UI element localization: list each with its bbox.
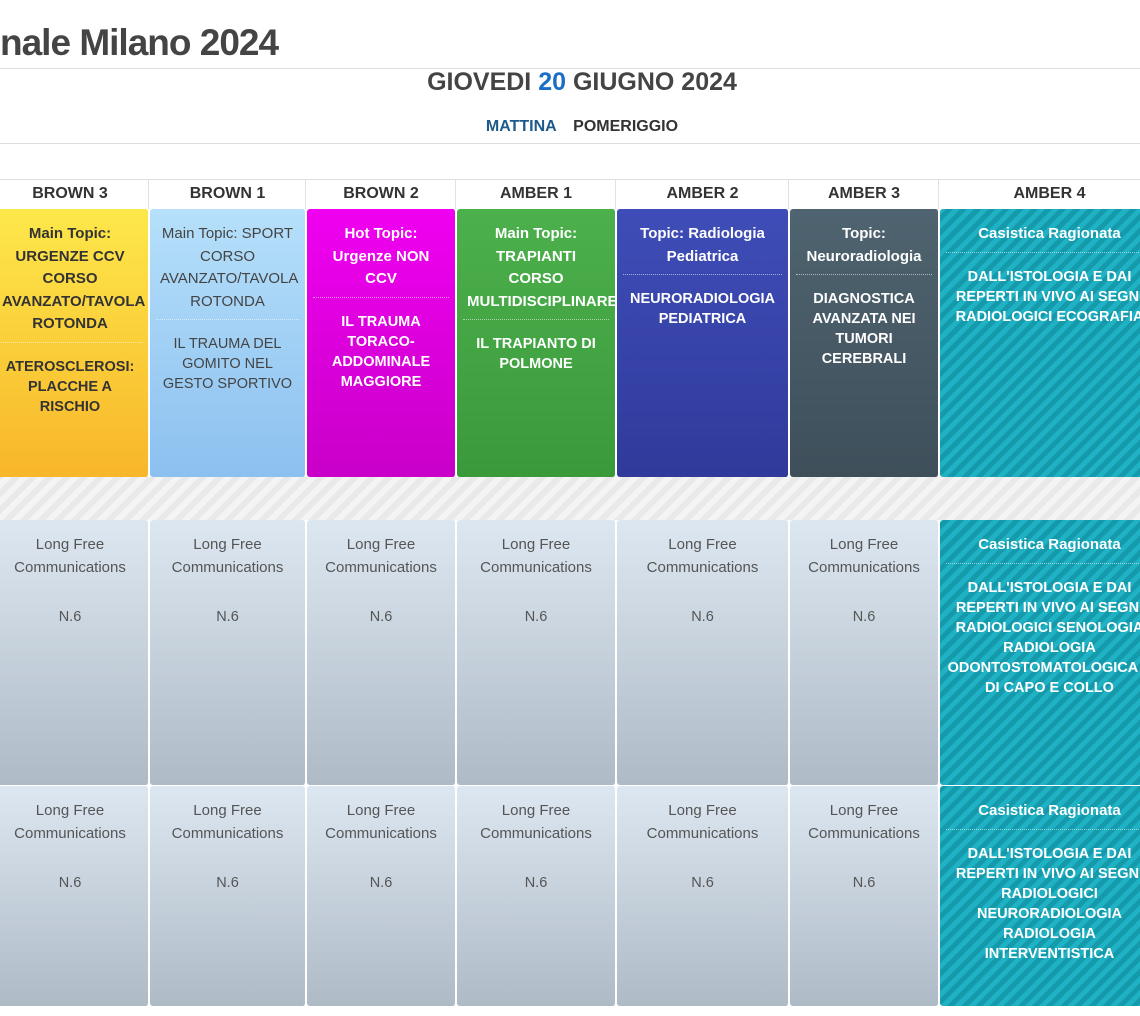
- break-row: [0, 477, 1140, 520]
- session-topic: Long Free Communications: [14, 802, 126, 842]
- room-header: BROWN 3: [0, 180, 149, 209]
- session-topic: Long Free Communications: [480, 802, 592, 842]
- session-topic: Long Free Communications: [171, 536, 284, 576]
- session-cell[interactable]: Long Free Communications N.6: [307, 786, 456, 1006]
- tabs: MATTINA POMERIGGIO: [0, 118, 1140, 136]
- session-cell[interactable]: Casistica Ragionata DALL'ISTOLOGIA E DAI …: [940, 520, 1140, 785]
- session-title: N.6: [524, 875, 548, 891]
- page-title: nale Milano 2024: [0, 22, 279, 63]
- session-cell[interactable]: Casistica Ragionata DALL'ISTOLOGIA E DAI …: [940, 786, 1140, 1006]
- session-topic: Main Topic: URGENZE CCV CORSO AVANZATO/T…: [0, 209, 145, 343]
- session-topic: Topic: Neuroradiologia: [796, 209, 932, 275]
- session-title: N.6: [216, 609, 239, 625]
- session-title: N.6: [852, 609, 876, 625]
- session-title: DALL'ISTOLOGIA E DAI REPERTI IN VIVO AI …: [947, 579, 1140, 696]
- session-cell[interactable]: Casistica Ragionata DALL'ISTOLOGIA E DAI …: [940, 209, 1140, 477]
- session-topic: Main Topic: SPORT CORSO AVANZATO/TAVOLA …: [156, 209, 299, 320]
- divider: [0, 68, 1140, 69]
- session-topic: Long Free Communications: [646, 536, 759, 576]
- session-title: N.6: [852, 875, 876, 891]
- session-cell[interactable]: Main Topic: TRAPIANTI CORSO MULTIDISCIPL…: [457, 209, 616, 477]
- session-topic: Casistica Ragionata: [946, 209, 1140, 253]
- room-header: AMBER 1: [457, 180, 616, 209]
- session-title: NEURORADIOLOGIA PEDIATRICA: [630, 291, 775, 327]
- session-cell[interactable]: Long Free Communications N.6: [617, 520, 789, 785]
- session-title: N.6: [58, 875, 82, 891]
- divider: [0, 143, 1140, 144]
- session-cell[interactable]: Topic: Neuroradiologia DIAGNOSTICA AVANZA…: [790, 209, 939, 477]
- session-topic: Long Free Communications: [325, 802, 437, 842]
- session-cell[interactable]: Long Free Communications N.6: [0, 520, 149, 785]
- day-heading: GIOVEDI 20 GIUGNO 2024: [0, 68, 1140, 97]
- session-cell[interactable]: Long Free Communications N.6: [0, 786, 149, 1006]
- tab[interactable]: POMERIGGIO: [573, 118, 679, 135]
- session-cell[interactable]: Long Free Communications N.6: [150, 786, 306, 1006]
- session-cell[interactable]: Topic: Radiologia Pediatrica NEURORADIOLO…: [617, 209, 789, 477]
- room-header: BROWN 1: [150, 180, 306, 209]
- session-topic: Long Free Communications: [808, 536, 920, 576]
- session-title: N.6: [369, 609, 393, 625]
- session-title: N.6: [58, 609, 82, 625]
- session-title: IL TRAPIANTO DI POLMONE: [476, 336, 596, 372]
- day-number: 20: [538, 68, 567, 96]
- session-cell[interactable]: Long Free Communications N.6: [457, 520, 616, 785]
- room-header: AMBER 3: [790, 180, 939, 209]
- session-title: DALL'ISTOLOGIA E DAI REPERTI IN VIVO AI …: [955, 845, 1140, 962]
- divider: [0, 179, 1140, 180]
- session-title: N.6: [691, 609, 714, 625]
- session-cell[interactable]: Hot Topic: Urgenze NON CCV IL TRAUMA TORA…: [307, 209, 456, 477]
- session-cell[interactable]: Long Free Communications N.6: [307, 520, 456, 785]
- room-header: AMBER 2: [617, 180, 789, 209]
- session-topic: Long Free Communications: [171, 802, 284, 842]
- session-topic: Long Free Communications: [808, 802, 920, 842]
- session-cell[interactable]: Long Free Communications N.6: [150, 520, 306, 785]
- session-topic: Topic: Radiologia Pediatrica: [623, 209, 782, 275]
- room-header: AMBER 4: [940, 180, 1140, 209]
- session-cell[interactable]: Long Free Communications N.6: [617, 786, 789, 1006]
- session-cell[interactable]: Main Topic: SPORT CORSO AVANZATO/TAVOLA …: [150, 209, 306, 477]
- session-topic: Casistica Ragionata: [946, 520, 1140, 564]
- session-title: IL TRAUMA DEL GOMITO NEL GESTO SPORTIVO: [162, 336, 293, 392]
- month-year: GIUGNO 2024: [572, 68, 737, 96]
- session-title: N.6: [524, 609, 548, 625]
- tab[interactable]: MATTINA: [485, 118, 557, 135]
- session-title: N.6: [691, 875, 714, 891]
- session-topic: Hot Topic: Urgenze NON CCV: [313, 209, 449, 298]
- session-topic: Long Free Communications: [325, 536, 437, 576]
- session-title: DIAGNOSTICA AVANZATA NEI TUMORI CEREBRAL…: [812, 291, 916, 367]
- weekday: GIOVEDI: [427, 68, 532, 96]
- session-title: IL TRAUMA TORACO-ADDOMINALE MAGGIORE: [331, 313, 431, 390]
- session-topic: Long Free Communications: [480, 536, 592, 576]
- session-title: DALL'ISTOLOGIA E DAI REPERTI IN VIVO AI …: [955, 268, 1140, 325]
- session-topic: Casistica Ragionata: [946, 786, 1140, 830]
- session-cell[interactable]: Long Free Communications N.6: [790, 520, 939, 785]
- session-title: N.6: [216, 875, 239, 891]
- session-topic: Long Free Communications: [646, 802, 759, 842]
- room-header: BROWN 2: [307, 180, 456, 209]
- session-cell[interactable]: Long Free Communications N.6: [457, 786, 616, 1006]
- session-title: N.6: [369, 875, 393, 891]
- session-title: ATEROSCLEROSI: PLACCHE A RISCHIO: [5, 358, 135, 415]
- session-topic: Main Topic: TRAPIANTI CORSO MULTIDISCIPL…: [463, 209, 615, 320]
- session-topic: Long Free Communications: [14, 536, 126, 576]
- session-cell[interactable]: Long Free Communications N.6: [790, 786, 939, 1006]
- session-cell[interactable]: Main Topic: URGENZE CCV CORSO AVANZATO/T…: [0, 209, 149, 477]
